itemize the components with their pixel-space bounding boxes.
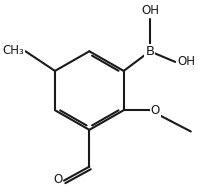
Text: O: O [53, 173, 62, 186]
Text: O: O [151, 104, 160, 117]
Text: OH: OH [141, 4, 159, 17]
Text: B: B [145, 45, 154, 58]
Text: CH₃: CH₃ [2, 44, 24, 57]
Text: OH: OH [177, 55, 195, 68]
